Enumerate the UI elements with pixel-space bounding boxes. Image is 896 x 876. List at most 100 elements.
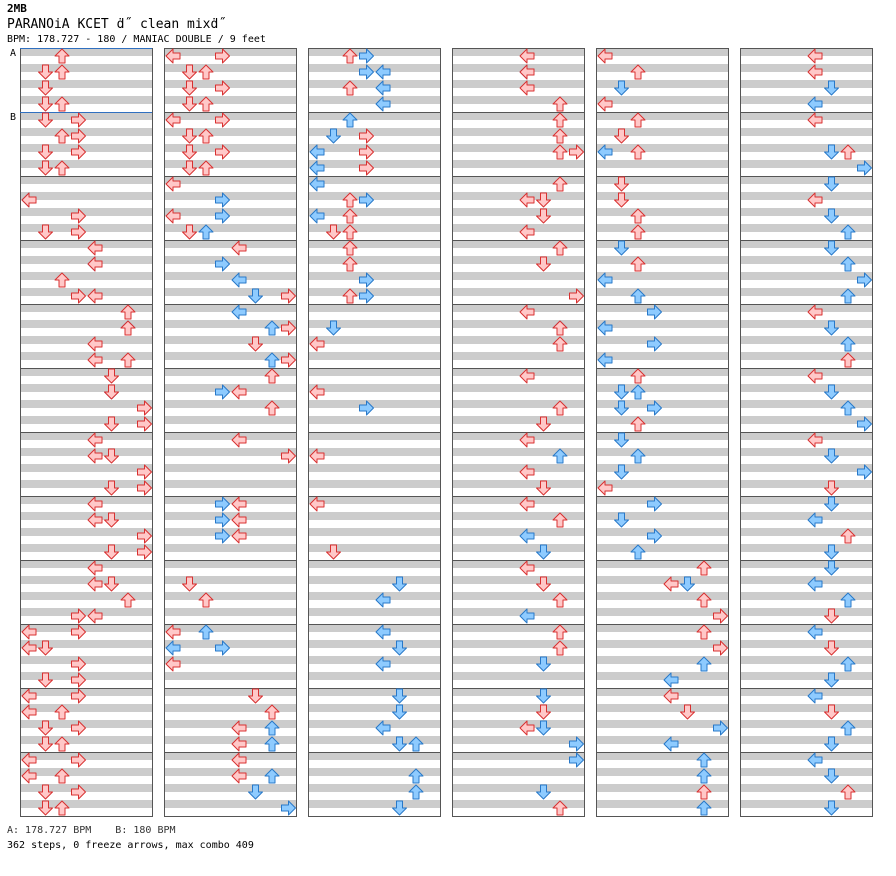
beat-stripe: [308, 288, 440, 296]
beat-stripe: [740, 240, 872, 248]
beat-stripe: [452, 192, 584, 200]
beat-stripe: [740, 192, 872, 200]
step-arrow-down: [104, 416, 119, 432]
step-arrow-up: [630, 112, 646, 128]
beat-stripe: [164, 592, 296, 600]
step-arrow-down: [248, 336, 263, 352]
step-arrow-right: [857, 160, 872, 176]
beat-stripe: [740, 672, 872, 680]
beat-stripe: [596, 608, 728, 616]
step-arrow-left: [309, 336, 325, 352]
bpm-legend: A: 178.727 BPM B: 180 BPM: [7, 825, 176, 836]
beat-stripe: [20, 192, 152, 200]
step-arrow-left: [597, 352, 613, 368]
step-arrow-left: [519, 192, 535, 208]
step-arrow-left: [519, 720, 535, 736]
beat-stripe: [20, 208, 152, 216]
beat-stripe: [20, 96, 152, 104]
step-arrow-up: [840, 720, 856, 736]
step-arrow-right: [71, 672, 86, 688]
step-arrow-up: [552, 400, 568, 416]
step-arrow-right: [71, 784, 86, 800]
step-arrow-up: [552, 336, 568, 352]
beat-stripe: [596, 80, 728, 88]
beat-stripe: [308, 560, 440, 568]
step-arrow-up: [264, 704, 280, 720]
beat-stripe: [452, 688, 584, 696]
beat-stripe: [308, 656, 440, 664]
step-arrow-down: [182, 576, 197, 592]
beat-stripe: [596, 336, 728, 344]
beat-stripe: [452, 576, 584, 584]
step-arrow-down: [824, 608, 839, 624]
beat-stripe: [20, 432, 152, 440]
beat-stripe: [308, 384, 440, 392]
chart-column: [20, 48, 153, 817]
step-arrow-up: [54, 736, 70, 752]
beat-stripe: [164, 672, 296, 680]
beat-stripe: [452, 592, 584, 600]
step-arrow-left: [231, 736, 247, 752]
beat-stripe: [164, 128, 296, 136]
step-arrow-down: [392, 736, 407, 752]
beat-stripe: [740, 96, 872, 104]
beat-stripe: [452, 400, 584, 408]
step-arrow-down: [38, 672, 53, 688]
beat-stripe: [308, 512, 440, 520]
step-arrow-down: [392, 576, 407, 592]
beat-stripe: [596, 768, 728, 776]
beat-stripe: [596, 592, 728, 600]
step-arrow-left: [597, 144, 613, 160]
beat-stripe: [308, 144, 440, 152]
step-arrow-left: [519, 464, 535, 480]
beat-stripe: [164, 736, 296, 744]
beat-stripe: [452, 784, 584, 792]
beat-stripe: [164, 432, 296, 440]
step-arrow-up: [552, 624, 568, 640]
beat-stripe: [740, 160, 872, 168]
step-arrow-right: [359, 144, 374, 160]
step-arrow-left: [87, 560, 103, 576]
chart-column: [164, 48, 297, 817]
beat-stripe: [596, 576, 728, 584]
beat-stripe: [596, 560, 728, 568]
measure-box: [740, 752, 873, 817]
beat-stripe: [164, 768, 296, 776]
step-arrow-left: [231, 272, 247, 288]
step-arrow-up: [198, 592, 214, 608]
step-arrow-left: [807, 192, 823, 208]
step-arrow-up: [696, 624, 712, 640]
step-arrow-down: [824, 384, 839, 400]
beat-stripe: [20, 576, 152, 584]
step-arrow-left: [231, 240, 247, 256]
step-arrow-down: [614, 384, 629, 400]
step-arrow-right: [215, 256, 230, 272]
beat-stripe: [308, 432, 440, 440]
beat-stripe: [308, 128, 440, 136]
beat-stripe: [308, 400, 440, 408]
beat-stripe: [164, 64, 296, 72]
beat-stripe: [740, 208, 872, 216]
beat-stripe: [308, 160, 440, 168]
beat-stripe: [452, 736, 584, 744]
beat-stripe: [596, 320, 728, 328]
beat-stripe: [740, 48, 872, 56]
beat-stripe: [308, 368, 440, 376]
step-arrow-down: [38, 112, 53, 128]
step-arrow-left: [597, 480, 613, 496]
step-arrow-left: [807, 432, 823, 448]
step-arrow-right: [713, 720, 728, 736]
step-arrow-up: [840, 528, 856, 544]
chart-column: [596, 48, 729, 817]
beat-stripe: [164, 336, 296, 344]
step-arrow-up: [552, 144, 568, 160]
step-arrow-down: [104, 480, 119, 496]
step-arrow-left: [231, 512, 247, 528]
step-arrow-up: [408, 768, 424, 784]
beat-stripe: [452, 256, 584, 264]
step-arrow-down: [824, 704, 839, 720]
beat-stripe: [596, 480, 728, 488]
step-arrow-left: [807, 512, 823, 528]
step-arrow-down: [182, 160, 197, 176]
beat-stripe: [164, 96, 296, 104]
